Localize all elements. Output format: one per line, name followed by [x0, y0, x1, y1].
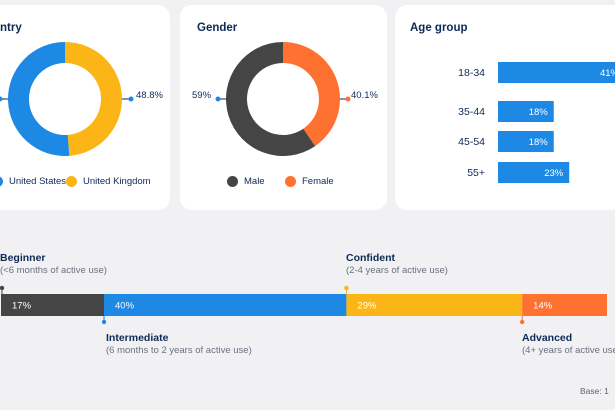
- age-value-18-34: 41%: [600, 68, 615, 79]
- legend-label-united-states: United States: [9, 176, 67, 187]
- segment-intermediate: [104, 294, 347, 316]
- segment-value-beginner: 17%: [12, 301, 32, 312]
- marker-dot-beginner: [0, 285, 5, 291]
- country-legend-us: United States: [0, 176, 66, 187]
- stage-intermediate-title: Intermediate: [106, 332, 169, 344]
- stage-beginner-desc: (<6 months of active use): [0, 265, 107, 276]
- marker-dot-advanced: [519, 319, 525, 325]
- leader-dot-right: [345, 96, 351, 102]
- stage-advanced-title: Advanced: [522, 332, 573, 344]
- age-group-chart: 18-34 41% 35-44 18% 45-54 18% 55+ 23%: [458, 62, 615, 183]
- stage-beginner-title: Beginner: [0, 252, 46, 264]
- leader-dot-right: [128, 96, 134, 102]
- legend-label-female: Female: [302, 176, 334, 187]
- marker-dot-intermediate: [101, 319, 107, 325]
- age-category-55: 55+: [467, 167, 485, 179]
- stage-advanced-desc: (4+ years of active use: [522, 345, 615, 356]
- slice-united-states: [8, 42, 70, 156]
- segment-advanced: [522, 294, 607, 316]
- leader-dot-left: [215, 96, 221, 102]
- stage-confident-desc: (2-4 years of active use): [346, 265, 448, 276]
- slice-united-kingdom: [65, 42, 123, 156]
- stage-intermediate-desc: (6 months to 2 years of active use): [106, 345, 252, 356]
- age-category-45-54: 45-54: [458, 136, 485, 148]
- experience-stacked-bar: 17% 40% 29% 14%: [0, 285, 607, 325]
- experience-section: Beginner (<6 months of active use) Confi…: [0, 218, 615, 410]
- age-category-18-34: 18-34: [458, 67, 485, 79]
- gender-legend-female: Female: [285, 176, 334, 187]
- age-value-35-44: 18%: [529, 107, 549, 118]
- country-legend-uk: United Kingdom: [66, 176, 151, 187]
- legend-label-united-kingdom: United Kingdom: [83, 176, 151, 187]
- gender-donut: [215, 42, 351, 156]
- age-group-card: Age group 18-34 41% 35-44 18% 45-54 18% 55+ 23%: [395, 5, 615, 210]
- legend-marker-male: [227, 176, 238, 187]
- country-card: ntry 48.8% United States United Kingdom: [0, 5, 170, 210]
- legend-marker-female: [285, 176, 296, 187]
- age-bar-35-44: [498, 101, 554, 122]
- gender-female-value-label: 40.1%: [351, 90, 378, 101]
- age-bar-45-54: [498, 131, 554, 152]
- age-value-45-54: 18%: [529, 137, 549, 148]
- base-note: Base: 1: [580, 386, 609, 396]
- country-title: ntry: [0, 22, 22, 34]
- slice-male: [225, 42, 316, 156]
- legend-marker-united-states: [0, 176, 3, 187]
- marker-dot-confident: [344, 285, 349, 291]
- country-uk-value-label: 48.8%: [136, 90, 163, 101]
- age-group-title: Age group: [410, 22, 468, 34]
- gender-male-value-label: 59%: [192, 90, 212, 101]
- age-category-35-44: 35-44: [458, 106, 485, 118]
- slice-female: [283, 42, 340, 147]
- country-donut: [0, 42, 134, 156]
- segment-value-advanced: 14%: [533, 301, 553, 312]
- age-value-55: 23%: [544, 168, 564, 179]
- legend-marker-united-kingdom: [66, 176, 77, 187]
- gender-title: Gender: [197, 22, 238, 34]
- leader-dot-left: [0, 96, 3, 102]
- gender-legend-male: Male: [227, 176, 265, 187]
- stage-confident-title: Confident: [346, 252, 395, 264]
- segment-value-intermediate: 40%: [115, 301, 135, 312]
- gender-card: Gender 59% 40.1% Male Female: [180, 5, 387, 210]
- age-bar-55: [498, 162, 570, 183]
- segment-beginner: [1, 294, 105, 316]
- segment-value-confident: 29%: [357, 301, 377, 312]
- segment-confident: [346, 294, 523, 316]
- age-bar-18-34: [498, 62, 615, 83]
- legend-label-male: Male: [244, 176, 265, 187]
